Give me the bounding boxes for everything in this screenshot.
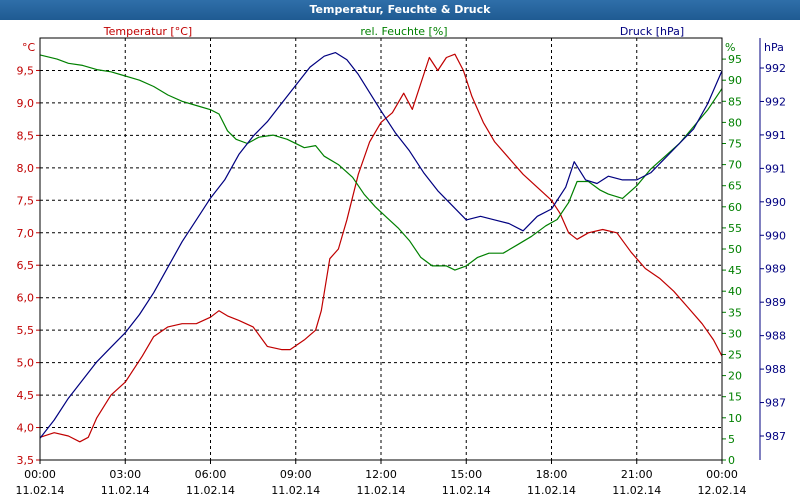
chart-svg: 00:00 11.02.14 03:00 11.02.14 06:00 11.02.14 0… xyxy=(16,25,786,497)
humidity-tick-label: 85 xyxy=(728,95,742,108)
humidity-unit-label: % xyxy=(725,41,735,54)
temp-tick-label: 6,0 xyxy=(17,292,35,305)
pressure-tick-label: 987 xyxy=(765,430,786,443)
x-tick-label-time: 00:00 xyxy=(706,468,738,481)
humidity-tick-label: 45 xyxy=(728,264,742,277)
x-tick-label-time: 09:00 xyxy=(280,468,312,481)
humidity-tick-label: 95 xyxy=(728,53,742,66)
plot-frame xyxy=(39,37,723,461)
humidity-tick-label: 75 xyxy=(728,138,742,151)
temp-axis-label: Temperatur [°C] xyxy=(103,25,192,38)
x-tick-label-date: 11.02.14 xyxy=(442,484,491,497)
humidity-axis-label: rel. Feuchte [%] xyxy=(360,25,447,38)
humidity-tick-label: 5 xyxy=(728,433,735,446)
humidity-tick-label: 70 xyxy=(728,159,742,172)
humidity-tick-label: 30 xyxy=(728,327,742,340)
x-tick-label-date: 11.02.14 xyxy=(357,484,406,497)
humidity-tick-label: 25 xyxy=(728,349,742,362)
x-tick-label-date: 11.02.14 xyxy=(186,484,235,497)
x-tick-label-date: 12.02.14 xyxy=(698,484,747,497)
temp-tick-label: 3,5 xyxy=(17,454,35,467)
pressure-tick-label: 992 xyxy=(765,62,786,75)
x-tick-label-date: 11.02.14 xyxy=(612,484,661,497)
x-tick-label-time: 18:00 xyxy=(536,468,568,481)
temp-tick-label: 9,5 xyxy=(17,64,35,77)
series-line-temperature xyxy=(39,53,723,443)
x-tick-label-time: 03:00 xyxy=(109,468,141,481)
axes-layer xyxy=(36,37,764,464)
humidity-tick-label: 10 xyxy=(728,412,742,425)
temp-tick-label: 5,5 xyxy=(17,324,35,337)
pressure-tick-label: 992 xyxy=(765,95,786,108)
pressure-tick-label: 988 xyxy=(765,330,786,343)
humidity-tick-label: 60 xyxy=(728,201,742,214)
pressure-tick-label: 987 xyxy=(765,397,786,410)
humidity-tick-label: 55 xyxy=(728,222,742,235)
labels-layer: 00:00 11.02.14 03:00 11.02.14 06:00 11.02.14 0… xyxy=(16,25,786,497)
x-tick-label-time: 12:00 xyxy=(365,468,397,481)
pressure-tick-label: 990 xyxy=(765,196,786,209)
x-tick-label-date: 11.02.14 xyxy=(527,484,576,497)
pressure-tick-label: 991 xyxy=(765,129,786,142)
temp-tick-label: 8,0 xyxy=(17,162,35,175)
x-tick-label-time: 00:00 xyxy=(24,468,56,481)
pressure-tick-label: 989 xyxy=(765,296,786,309)
pressure-unit-label: hPa xyxy=(764,41,784,54)
pressure-tick-label: 989 xyxy=(765,263,786,276)
temp-tick-label: 6,5 xyxy=(17,259,35,272)
x-tick-label-date: 11.02.14 xyxy=(271,484,320,497)
x-tick-label-date: 11.02.14 xyxy=(16,484,65,497)
chart-area: 00:00 11.02.14 03:00 11.02.14 06:00 11.02.14 0… xyxy=(0,20,800,500)
humidity-tick-label: 20 xyxy=(728,370,742,383)
temp-tick-label: 4,0 xyxy=(17,422,35,435)
humidity-tick-label: 35 xyxy=(728,306,742,319)
pressure-tick-label: 990 xyxy=(765,229,786,242)
humidity-tick-label: 15 xyxy=(728,391,742,404)
chart-title: Temperatur, Feuchte & Druck xyxy=(0,0,800,20)
x-tick-label-time: 06:00 xyxy=(195,468,227,481)
x-tick-label-date: 11.02.14 xyxy=(101,484,150,497)
temp-tick-label: 4,5 xyxy=(17,389,35,402)
humidity-tick-label: 90 xyxy=(728,74,742,87)
humidity-tick-label: 80 xyxy=(728,116,742,129)
temp-tick-label: 9,0 xyxy=(17,97,35,110)
x-tick-label-time: 21:00 xyxy=(621,468,653,481)
x-tick-label-time: 15:00 xyxy=(450,468,482,481)
temp-tick-label: 7,0 xyxy=(17,227,35,240)
pressure-axis-label: Druck [hPa] xyxy=(620,25,684,38)
temp-unit-label: °C xyxy=(22,41,36,54)
humidity-tick-label: 0 xyxy=(728,454,735,467)
humidity-tick-label: 65 xyxy=(728,180,742,193)
series-layer xyxy=(39,51,723,443)
temp-tick-label: 8,5 xyxy=(17,129,35,142)
grid-lines xyxy=(40,38,722,460)
temp-tick-label: 5,0 xyxy=(17,357,35,370)
humidity-tick-label: 40 xyxy=(728,285,742,298)
humidity-tick-label: 50 xyxy=(728,243,742,256)
pressure-tick-label: 991 xyxy=(765,162,786,175)
series-line-humidity xyxy=(39,54,723,271)
temp-tick-label: 7,5 xyxy=(17,194,35,207)
series-line-pressure xyxy=(39,51,723,439)
pressure-tick-label: 988 xyxy=(765,363,786,376)
